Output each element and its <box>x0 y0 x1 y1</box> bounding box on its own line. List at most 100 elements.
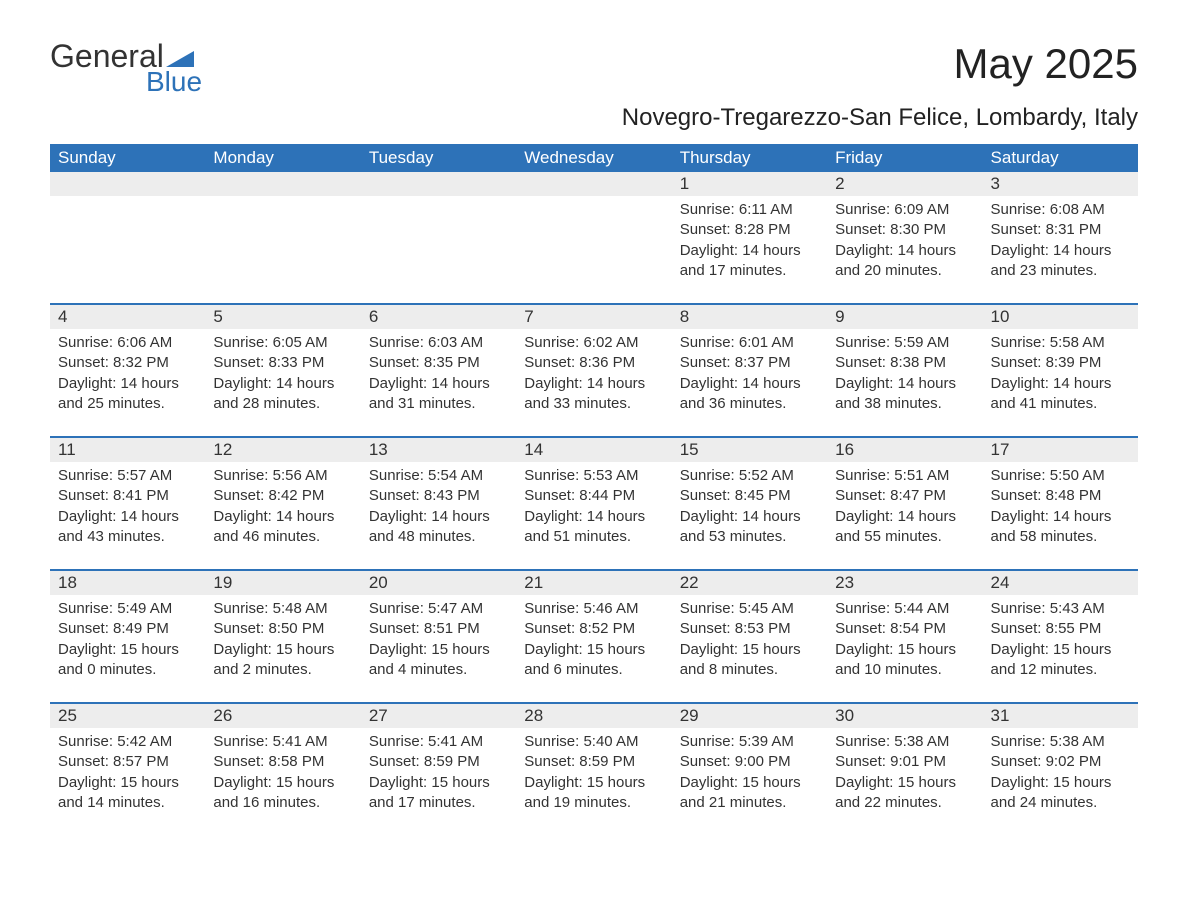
calendar-day: 15Sunrise: 5:52 AMSunset: 8:45 PMDayligh… <box>672 438 827 551</box>
day-details: Sunrise: 5:57 AMSunset: 8:41 PMDaylight:… <box>50 462 205 551</box>
calendar-day: 4Sunrise: 6:06 AMSunset: 8:32 PMDaylight… <box>50 305 205 418</box>
calendar-day: 29Sunrise: 5:39 AMSunset: 9:00 PMDayligh… <box>672 704 827 817</box>
day-details: Sunrise: 6:05 AMSunset: 8:33 PMDaylight:… <box>205 329 360 418</box>
calendar-day: 24Sunrise: 5:43 AMSunset: 8:55 PMDayligh… <box>983 571 1138 684</box>
day-number <box>50 172 205 196</box>
day-details: Sunrise: 5:41 AMSunset: 8:58 PMDaylight:… <box>205 728 360 817</box>
day-details: Sunrise: 5:45 AMSunset: 8:53 PMDaylight:… <box>672 595 827 684</box>
day-details: Sunrise: 6:01 AMSunset: 8:37 PMDaylight:… <box>672 329 827 418</box>
logo: General Blue <box>50 40 202 96</box>
day-details: Sunrise: 6:02 AMSunset: 8:36 PMDaylight:… <box>516 329 671 418</box>
day-number: 26 <box>205 704 360 728</box>
calendar-day: 7Sunrise: 6:02 AMSunset: 8:36 PMDaylight… <box>516 305 671 418</box>
day-number: 11 <box>50 438 205 462</box>
day-details: Sunrise: 5:43 AMSunset: 8:55 PMDaylight:… <box>983 595 1138 684</box>
day-number: 6 <box>361 305 516 329</box>
day-number: 9 <box>827 305 982 329</box>
day-details: Sunrise: 5:54 AMSunset: 8:43 PMDaylight:… <box>361 462 516 551</box>
day-number <box>205 172 360 196</box>
day-number: 31 <box>983 704 1138 728</box>
calendar-day: 30Sunrise: 5:38 AMSunset: 9:01 PMDayligh… <box>827 704 982 817</box>
day-number: 2 <box>827 172 982 196</box>
calendar-day: 8Sunrise: 6:01 AMSunset: 8:37 PMDaylight… <box>672 305 827 418</box>
calendar-day: 17Sunrise: 5:50 AMSunset: 8:48 PMDayligh… <box>983 438 1138 551</box>
day-number: 15 <box>672 438 827 462</box>
calendar-day <box>50 172 205 285</box>
day-details: Sunrise: 5:56 AMSunset: 8:42 PMDaylight:… <box>205 462 360 551</box>
calendar-week: 11Sunrise: 5:57 AMSunset: 8:41 PMDayligh… <box>50 436 1138 551</box>
calendar-day <box>205 172 360 285</box>
day-details: Sunrise: 5:50 AMSunset: 8:48 PMDaylight:… <box>983 462 1138 551</box>
calendar-day: 14Sunrise: 5:53 AMSunset: 8:44 PMDayligh… <box>516 438 671 551</box>
day-details: Sunrise: 5:59 AMSunset: 8:38 PMDaylight:… <box>827 329 982 418</box>
day-details: Sunrise: 5:42 AMSunset: 8:57 PMDaylight:… <box>50 728 205 817</box>
day-number: 16 <box>827 438 982 462</box>
header: General Blue May 2025 <box>50 40 1138 96</box>
day-number: 29 <box>672 704 827 728</box>
day-number: 13 <box>361 438 516 462</box>
day-details: Sunrise: 6:06 AMSunset: 8:32 PMDaylight:… <box>50 329 205 418</box>
calendar-day: 6Sunrise: 6:03 AMSunset: 8:35 PMDaylight… <box>361 305 516 418</box>
calendar-day: 18Sunrise: 5:49 AMSunset: 8:49 PMDayligh… <box>50 571 205 684</box>
weekday-header-row: SundayMondayTuesdayWednesdayThursdayFrid… <box>50 144 1138 172</box>
day-number: 4 <box>50 305 205 329</box>
calendar-day: 11Sunrise: 5:57 AMSunset: 8:41 PMDayligh… <box>50 438 205 551</box>
day-details: Sunrise: 5:38 AMSunset: 9:02 PMDaylight:… <box>983 728 1138 817</box>
calendar-day: 16Sunrise: 5:51 AMSunset: 8:47 PMDayligh… <box>827 438 982 551</box>
calendar-body: 1Sunrise: 6:11 AMSunset: 8:28 PMDaylight… <box>50 172 1138 817</box>
day-number: 22 <box>672 571 827 595</box>
calendar-day: 3Sunrise: 6:08 AMSunset: 8:31 PMDaylight… <box>983 172 1138 285</box>
day-details: Sunrise: 5:39 AMSunset: 9:00 PMDaylight:… <box>672 728 827 817</box>
day-number: 12 <box>205 438 360 462</box>
location-subtitle: Novegro-Tregarezzo-San Felice, Lombardy,… <box>50 104 1138 132</box>
weekday-header: Tuesday <box>361 144 516 172</box>
day-details: Sunrise: 5:40 AMSunset: 8:59 PMDaylight:… <box>516 728 671 817</box>
day-details: Sunrise: 6:09 AMSunset: 8:30 PMDaylight:… <box>827 196 982 285</box>
calendar-day: 1Sunrise: 6:11 AMSunset: 8:28 PMDaylight… <box>672 172 827 285</box>
weekday-header: Monday <box>205 144 360 172</box>
calendar-day: 9Sunrise: 5:59 AMSunset: 8:38 PMDaylight… <box>827 305 982 418</box>
day-number: 21 <box>516 571 671 595</box>
calendar-day: 20Sunrise: 5:47 AMSunset: 8:51 PMDayligh… <box>361 571 516 684</box>
calendar-day: 22Sunrise: 5:45 AMSunset: 8:53 PMDayligh… <box>672 571 827 684</box>
day-details: Sunrise: 5:46 AMSunset: 8:52 PMDaylight:… <box>516 595 671 684</box>
calendar-day: 10Sunrise: 5:58 AMSunset: 8:39 PMDayligh… <box>983 305 1138 418</box>
day-number: 17 <box>983 438 1138 462</box>
day-number: 27 <box>361 704 516 728</box>
calendar-week: 18Sunrise: 5:49 AMSunset: 8:49 PMDayligh… <box>50 569 1138 684</box>
day-number: 20 <box>361 571 516 595</box>
day-details: Sunrise: 5:38 AMSunset: 9:01 PMDaylight:… <box>827 728 982 817</box>
day-details: Sunrise: 5:58 AMSunset: 8:39 PMDaylight:… <box>983 329 1138 418</box>
weekday-header: Friday <box>827 144 982 172</box>
day-number: 10 <box>983 305 1138 329</box>
day-number: 24 <box>983 571 1138 595</box>
day-details: Sunrise: 5:41 AMSunset: 8:59 PMDaylight:… <box>361 728 516 817</box>
day-details: Sunrise: 5:52 AMSunset: 8:45 PMDaylight:… <box>672 462 827 551</box>
day-number: 23 <box>827 571 982 595</box>
calendar-week: 4Sunrise: 6:06 AMSunset: 8:32 PMDaylight… <box>50 303 1138 418</box>
day-number: 8 <box>672 305 827 329</box>
day-details: Sunrise: 6:08 AMSunset: 8:31 PMDaylight:… <box>983 196 1138 285</box>
calendar-week: 1Sunrise: 6:11 AMSunset: 8:28 PMDaylight… <box>50 172 1138 285</box>
day-number: 25 <box>50 704 205 728</box>
calendar: SundayMondayTuesdayWednesdayThursdayFrid… <box>50 144 1138 817</box>
day-number: 18 <box>50 571 205 595</box>
day-details: Sunrise: 5:51 AMSunset: 8:47 PMDaylight:… <box>827 462 982 551</box>
calendar-day: 19Sunrise: 5:48 AMSunset: 8:50 PMDayligh… <box>205 571 360 684</box>
day-details: Sunrise: 5:49 AMSunset: 8:49 PMDaylight:… <box>50 595 205 684</box>
day-number <box>516 172 671 196</box>
day-details: Sunrise: 5:44 AMSunset: 8:54 PMDaylight:… <box>827 595 982 684</box>
calendar-day: 27Sunrise: 5:41 AMSunset: 8:59 PMDayligh… <box>361 704 516 817</box>
calendar-day <box>361 172 516 285</box>
calendar-day: 26Sunrise: 5:41 AMSunset: 8:58 PMDayligh… <box>205 704 360 817</box>
calendar-day: 12Sunrise: 5:56 AMSunset: 8:42 PMDayligh… <box>205 438 360 551</box>
day-number: 19 <box>205 571 360 595</box>
day-details: Sunrise: 5:53 AMSunset: 8:44 PMDaylight:… <box>516 462 671 551</box>
day-details: Sunrise: 5:48 AMSunset: 8:50 PMDaylight:… <box>205 595 360 684</box>
calendar-day: 25Sunrise: 5:42 AMSunset: 8:57 PMDayligh… <box>50 704 205 817</box>
calendar-day: 21Sunrise: 5:46 AMSunset: 8:52 PMDayligh… <box>516 571 671 684</box>
day-number: 5 <box>205 305 360 329</box>
calendar-day: 31Sunrise: 5:38 AMSunset: 9:02 PMDayligh… <box>983 704 1138 817</box>
day-number: 28 <box>516 704 671 728</box>
day-number: 1 <box>672 172 827 196</box>
